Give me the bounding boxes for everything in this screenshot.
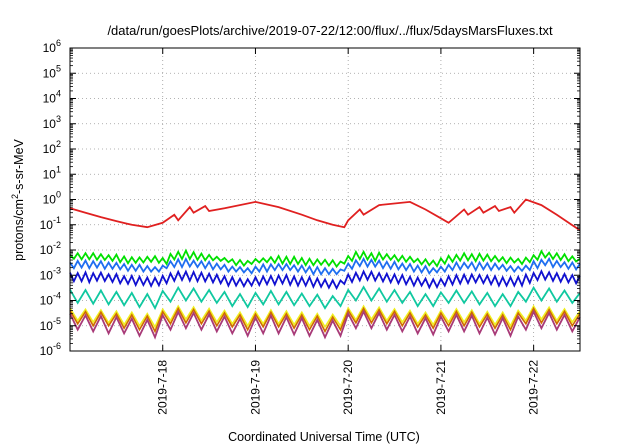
x-tick-label: 2019-7-18 xyxy=(156,360,170,415)
y-tick-exponent: -6 xyxy=(53,341,61,351)
y-tick-base: 10 xyxy=(43,92,57,106)
y-tick-exponent: 5 xyxy=(56,63,61,73)
y-tick-label: 100 xyxy=(43,190,61,207)
grid-lines xyxy=(70,48,580,351)
y-tick-exponent: -1 xyxy=(53,215,61,225)
y-tick-base: 10 xyxy=(40,294,54,308)
y-tick-base: 10 xyxy=(40,218,54,232)
y-tick-label: 104 xyxy=(43,89,61,106)
y-tick-label: 10-4 xyxy=(40,291,61,308)
series-line-6 xyxy=(69,304,581,329)
y-tick-exponent: 1 xyxy=(56,164,61,174)
y-tick-base: 10 xyxy=(43,66,57,80)
y-tick-base: 10 xyxy=(40,344,54,358)
chart-title: /data/run/goesPlots/archive/2019-07-22/1… xyxy=(107,23,553,38)
y-tick-exponent: 3 xyxy=(56,114,61,124)
x-axis-label: Coordinated Universal Time (UTC) xyxy=(228,430,420,444)
y-tick-label: 106 xyxy=(43,38,61,55)
x-tick-label: 2019-7-20 xyxy=(341,360,355,415)
x-tick-label: 2019-7-19 xyxy=(248,360,262,415)
y-tick-base: 10 xyxy=(40,243,54,257)
y-tick-label: 103 xyxy=(43,114,61,131)
y-tick-label: 101 xyxy=(43,164,61,181)
y-tick-exponent: -5 xyxy=(53,316,61,326)
y-tick-exponent: 4 xyxy=(56,89,61,99)
y-axis-label-base: protons/cm xyxy=(12,199,26,261)
series-line-5 xyxy=(69,285,581,311)
y-tick-label: 10-5 xyxy=(40,316,61,333)
y-tick-label: 10-6 xyxy=(40,341,61,358)
y-tick-exponent: -4 xyxy=(53,291,61,301)
series-line-1 xyxy=(69,198,581,232)
y-tick-base: 10 xyxy=(43,193,57,207)
series-line-3 xyxy=(69,256,581,277)
y-tick-base: 10 xyxy=(43,117,57,131)
y-tick-exponent: 6 xyxy=(56,38,61,48)
series-line-2 xyxy=(69,248,581,269)
y-tick-base: 10 xyxy=(43,142,57,156)
y-axis-label-sup: 2 xyxy=(10,194,20,199)
x-tick-label: 2019-7-21 xyxy=(434,360,448,415)
y-tick-label: 105 xyxy=(43,63,61,80)
y-tick-exponent: -3 xyxy=(53,265,61,275)
y-tick-label: 102 xyxy=(43,139,61,156)
axes: 10-610-510-410-310-210-11001011021031041… xyxy=(40,38,580,415)
y-tick-label: 10-2 xyxy=(40,240,61,257)
series-line-8 xyxy=(69,309,581,340)
y-tick-base: 10 xyxy=(40,268,54,282)
y-tick-label: 10-1 xyxy=(40,215,61,232)
x-tick-label: 2019-7-22 xyxy=(527,360,541,415)
y-tick-label: 10-3 xyxy=(40,265,61,282)
series-line-7 xyxy=(69,306,581,334)
y-tick-base: 10 xyxy=(43,167,57,181)
y-tick-exponent: 2 xyxy=(56,139,61,149)
y-tick-exponent: -2 xyxy=(53,240,61,250)
y-tick-base: 10 xyxy=(40,319,54,333)
y-tick-base: 10 xyxy=(43,41,57,55)
y-axis-label: protons/cm2-s-sr-MeV xyxy=(10,138,26,260)
series-layer xyxy=(69,198,581,340)
y-tick-exponent: 0 xyxy=(56,190,61,200)
series-line-4 xyxy=(69,268,581,291)
y-axis-label-tail: -s-sr-MeV xyxy=(12,138,26,194)
